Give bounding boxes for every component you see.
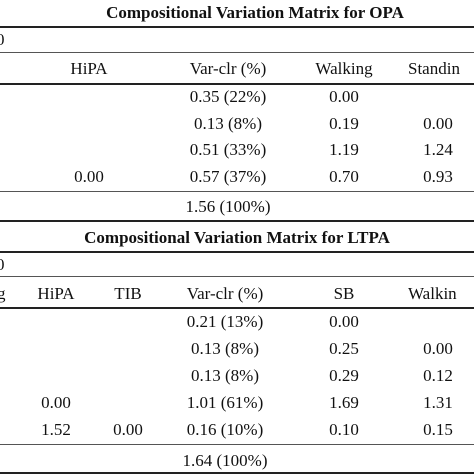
table1-cell: 0.00 [74, 167, 104, 186]
table2-header-hipa: HiPA [37, 284, 75, 303]
table1-cell: 0.70 [329, 167, 359, 186]
table1-cell: 0.57 (37%) [189, 167, 267, 186]
table1-rule-bottom [0, 220, 474, 222]
table2-header-var-clr: Var-clr (%) [186, 284, 264, 303]
table2-cell: 0.13 (8%) [191, 366, 259, 385]
table2-corner-label: 0 [0, 255, 5, 274]
table2-cell: 0.00 [329, 312, 359, 331]
table2-cell: 0.00 [41, 393, 71, 412]
table1-rule-subhead [0, 52, 474, 53]
table2-rule-top [0, 251, 474, 253]
table1-cell: 0.19 [329, 114, 359, 133]
table2-total: 1.64 (100%) [182, 451, 268, 470]
table2-cell: 1.69 [329, 393, 359, 412]
table1-cell: 0.51 (33%) [189, 140, 267, 159]
table1-total: 1.56 (100%) [185, 197, 271, 216]
table1-header-var-clr: Var-clr (%) [189, 59, 267, 78]
table1-rule-header [0, 83, 474, 85]
table1-header-standing: Standin [408, 59, 460, 78]
table1-title: Compositional Variation Matrix for OPA [106, 3, 404, 22]
table2-rule-subhead [0, 276, 474, 277]
table2-cell: 0.29 [329, 366, 359, 385]
table1-cell: 0.35 (22%) [189, 87, 267, 106]
table2-cell: 0.00 [113, 420, 143, 439]
table2-header-sb: SB [333, 284, 355, 303]
table1-corner-label: 0 [0, 30, 5, 49]
table1-cell: 0.93 [423, 167, 453, 186]
table2-cell: 0.16 (10%) [186, 420, 264, 439]
table2-cell: 0.13 (8%) [191, 339, 259, 358]
table1-cell: 0.13 (8%) [194, 114, 262, 133]
table2-header-walking: Walkin [408, 284, 457, 303]
table1-header-hipa: HiPA [70, 59, 108, 78]
table1-cell: 1.19 [329, 140, 359, 159]
table2-cell: 0.10 [329, 420, 359, 439]
table2-cell: 1.52 [41, 420, 71, 439]
table2-header-tib: TIB [114, 284, 142, 303]
table2-rule-bottom [0, 472, 474, 474]
table1-cell: 1.24 [423, 140, 453, 159]
table1-rule-total [0, 191, 474, 192]
table2-rule-header [0, 307, 474, 309]
table2-cell: 1.31 [423, 393, 453, 412]
table1-header-walking: Walking [315, 59, 373, 78]
table2-header-sleeping: g [0, 284, 6, 303]
table1-cell: 0.00 [423, 114, 453, 133]
table2-rule-total [0, 444, 474, 445]
table2-cell: 0.15 [423, 420, 453, 439]
table2-title: Compositional Variation Matrix for LTPA [84, 228, 390, 247]
table2-cell: 1.01 (61%) [186, 393, 264, 412]
table2-cell: 0.12 [423, 366, 453, 385]
table1-cell: 0.00 [329, 87, 359, 106]
table1-rule-top [0, 26, 474, 28]
table2-cell: 0.25 [329, 339, 359, 358]
table2-cell: 0.00 [423, 339, 453, 358]
table2-cell: 0.21 (13%) [186, 312, 264, 331]
